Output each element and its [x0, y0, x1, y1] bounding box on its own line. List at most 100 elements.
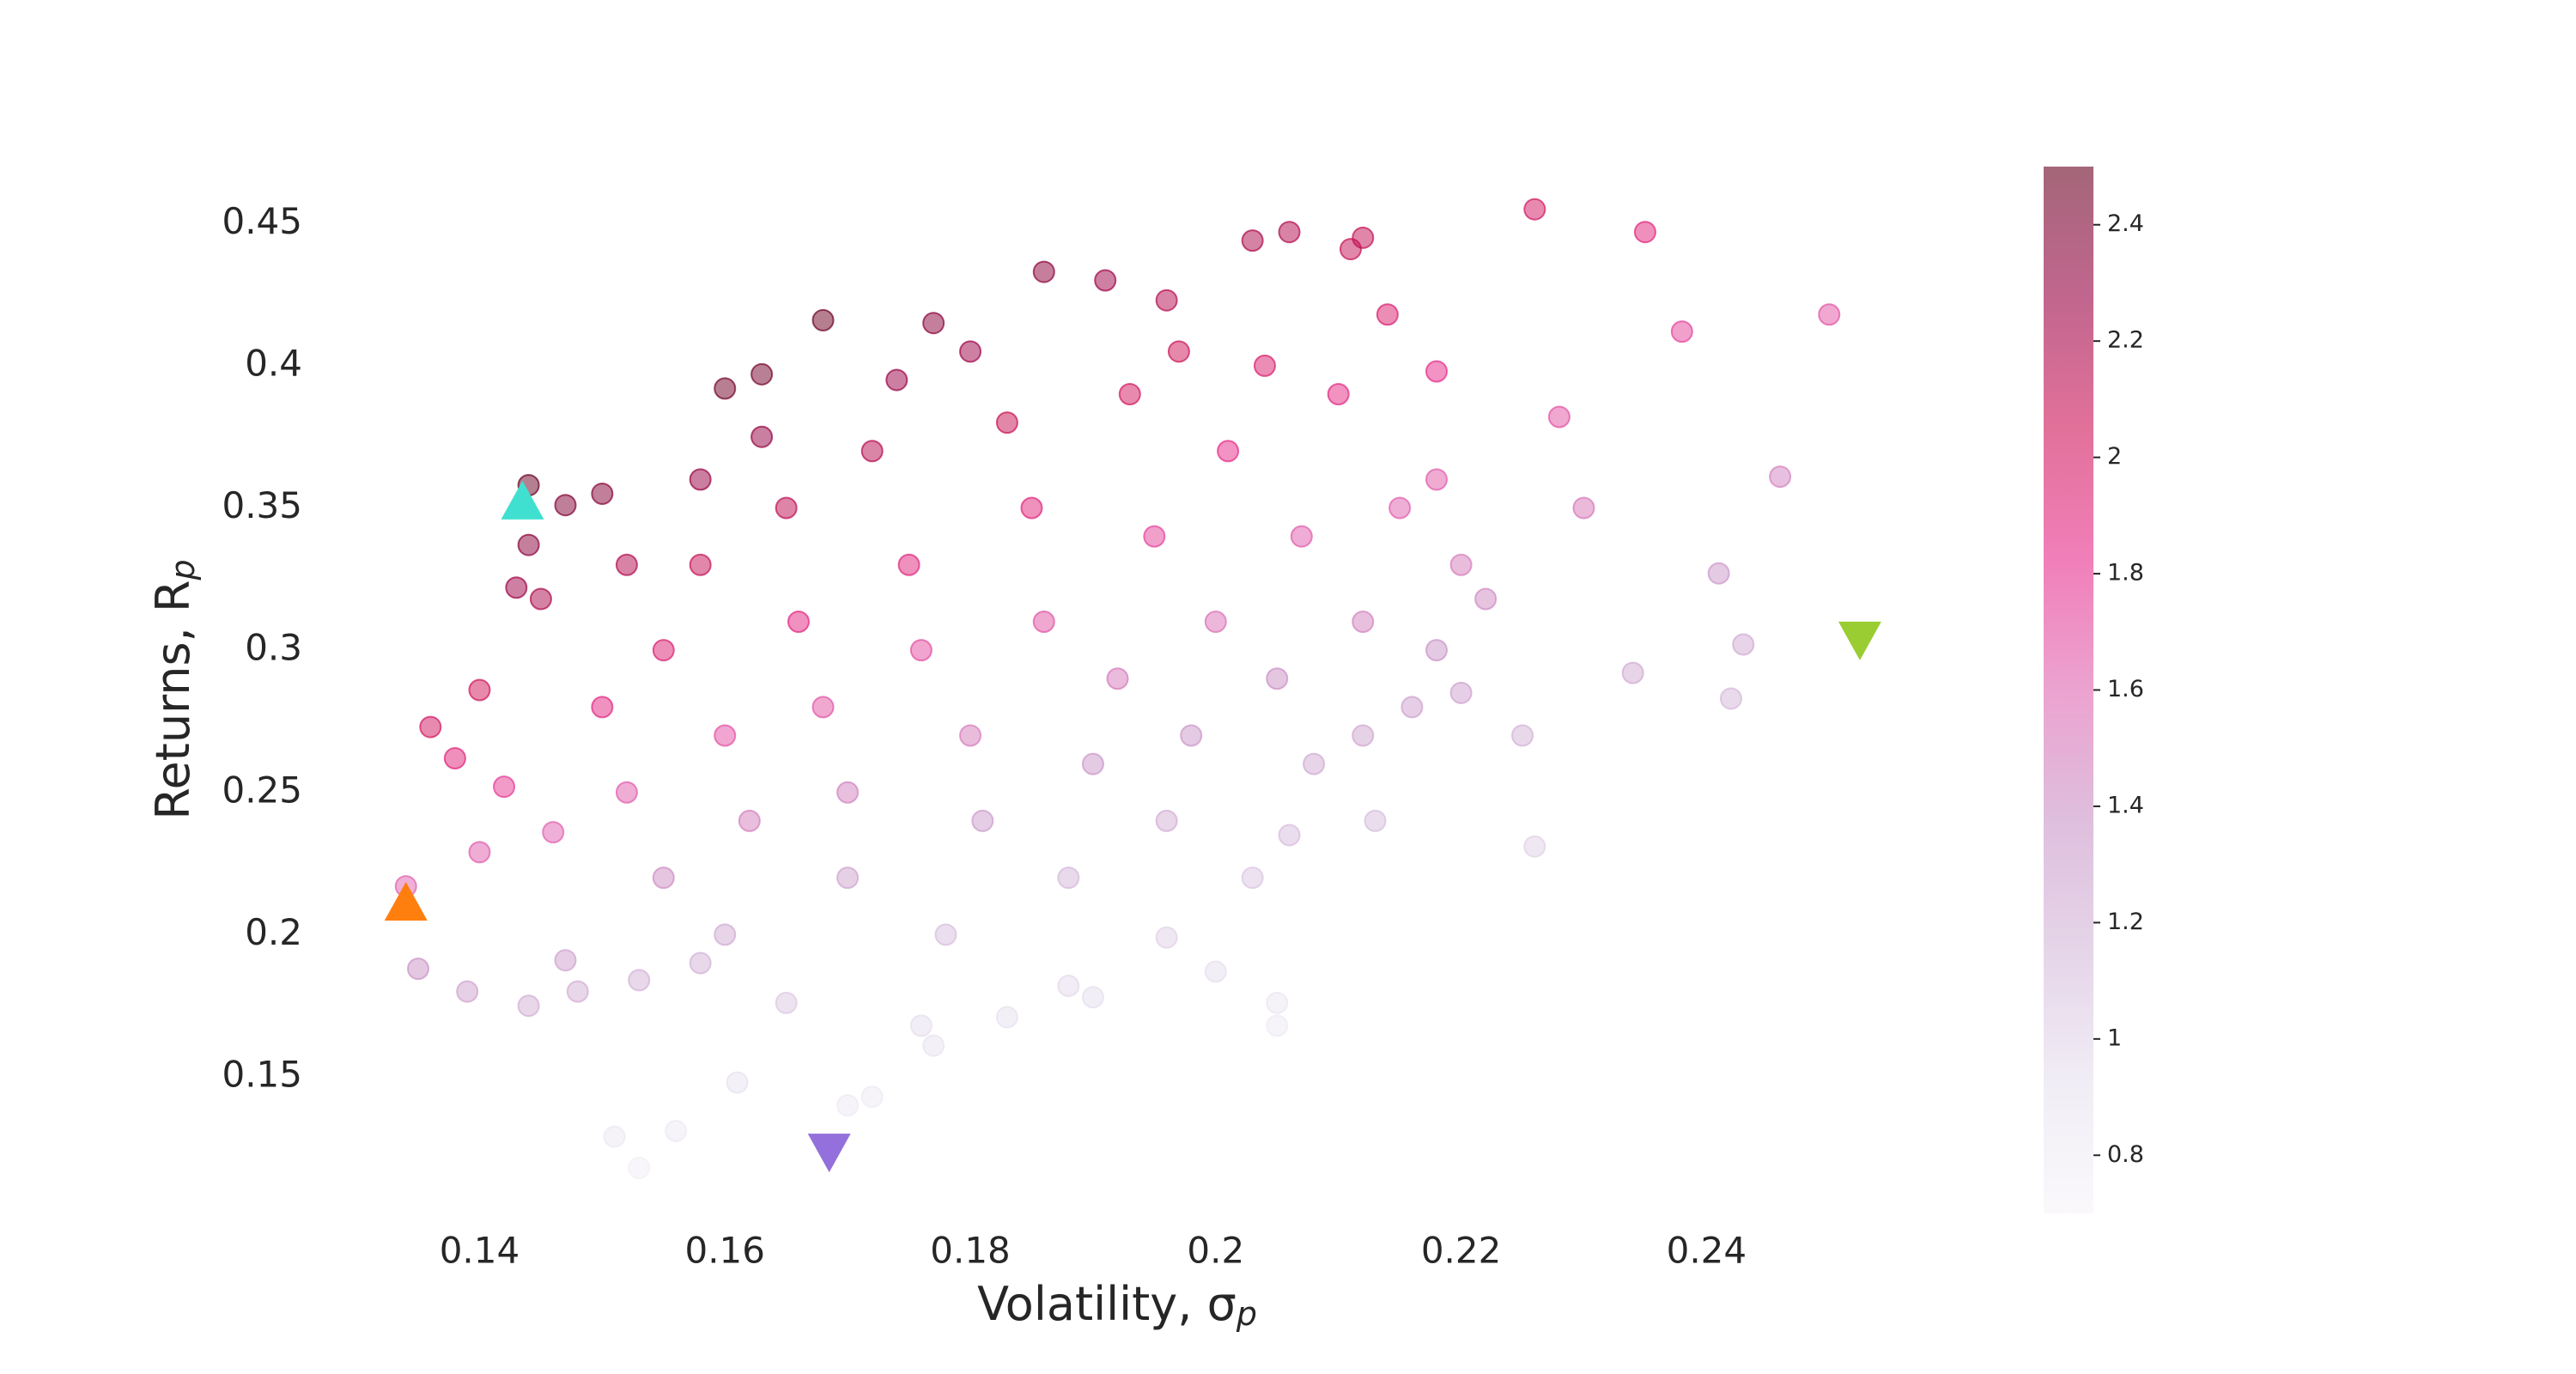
y-tick-label: 0.45: [222, 200, 302, 242]
point: [1352, 611, 1375, 633]
point: [885, 368, 908, 392]
point: [689, 553, 712, 576]
point: [1707, 562, 1730, 585]
point: [1155, 926, 1178, 949]
point: [897, 553, 920, 576]
x-tick-label: 0.16: [684, 1230, 765, 1272]
colorbar-tick-label: 1.2: [2107, 909, 2144, 935]
point: [1167, 340, 1190, 363]
point: [1449, 681, 1473, 704]
point: [1278, 824, 1301, 847]
point: [1204, 611, 1227, 633]
point: [1376, 303, 1399, 326]
point: [628, 1157, 651, 1179]
point: [1143, 525, 1166, 548]
point: [811, 696, 835, 719]
point: [615, 781, 638, 804]
special-portfolio-marker: [501, 480, 544, 520]
y-tick-label: 0.15: [222, 1054, 302, 1096]
special-portfolio-marker: [807, 1134, 851, 1173]
x-tick-label: 0.2: [1187, 1230, 1244, 1272]
point: [542, 821, 565, 844]
point: [493, 775, 516, 799]
special-portfolio-marker: [384, 881, 428, 921]
point: [836, 1094, 860, 1117]
y-tick-label: 0.25: [222, 769, 302, 811]
point: [1032, 260, 1055, 283]
point: [1241, 229, 1264, 252]
point: [1118, 383, 1141, 405]
point: [959, 340, 982, 363]
point: [1204, 960, 1227, 983]
point: [554, 949, 577, 972]
point: [1057, 866, 1080, 890]
point: [1352, 724, 1375, 747]
point: [628, 969, 651, 992]
point: [775, 991, 798, 1014]
point: [750, 362, 774, 386]
point: [591, 696, 614, 719]
point: [603, 1125, 626, 1148]
point: [1425, 360, 1449, 383]
point: [1425, 468, 1449, 491]
x-tick-label: 0.24: [1667, 1230, 1747, 1272]
point: [775, 496, 798, 520]
point: [517, 533, 540, 556]
point: [750, 425, 774, 448]
point: [1670, 320, 1693, 344]
point: [689, 951, 712, 975]
point: [1057, 975, 1080, 997]
point: [922, 1034, 945, 1057]
point: [1266, 1014, 1289, 1037]
point: [971, 809, 994, 832]
point: [468, 678, 491, 702]
point: [1106, 667, 1129, 690]
colorbar-tick-label: 1.4: [2107, 792, 2144, 818]
point: [860, 440, 884, 463]
point: [738, 809, 761, 832]
x-tick-label: 0.22: [1421, 1230, 1502, 1272]
point: [1523, 198, 1546, 221]
point: [1081, 752, 1104, 775]
point: [1633, 221, 1656, 244]
point: [726, 1071, 749, 1094]
x-tick-label: 0.14: [440, 1230, 520, 1272]
y-axis-label: Returns, Rp: [146, 559, 202, 819]
colorbar-tick-label: 1: [2107, 1024, 2122, 1051]
x-axis-label: Volatility, σp: [977, 1277, 1257, 1333]
colorbar-tick-label: 2: [2107, 443, 2122, 470]
point: [922, 312, 945, 335]
point: [811, 308, 835, 331]
point: [860, 1085, 884, 1109]
point: [714, 377, 737, 400]
point: [1388, 496, 1412, 520]
point: [836, 781, 860, 804]
point: [1474, 587, 1498, 611]
point: [1217, 440, 1240, 463]
point: [959, 724, 982, 747]
point: [1278, 221, 1301, 244]
point: [1290, 525, 1313, 548]
point: [1511, 724, 1534, 747]
point: [1352, 226, 1375, 249]
point: [652, 639, 675, 662]
point: [1818, 303, 1841, 326]
point: [1155, 289, 1178, 312]
colorbar-tick-label: 2.2: [2107, 327, 2144, 354]
point: [1241, 866, 1264, 890]
colorbar-tick-label: 2.4: [2107, 210, 2144, 237]
point: [909, 1014, 933, 1037]
point: [456, 980, 479, 1003]
point: [836, 866, 860, 890]
point: [1425, 639, 1449, 662]
point: [1081, 986, 1104, 1009]
colorbar-tick-label: 1.8: [2107, 560, 2144, 587]
point: [1400, 696, 1424, 719]
point: [787, 611, 810, 633]
colorbar: [2044, 167, 2093, 1213]
point: [1155, 809, 1178, 832]
point: [615, 553, 638, 576]
point: [1621, 661, 1644, 684]
point: [995, 411, 1018, 435]
